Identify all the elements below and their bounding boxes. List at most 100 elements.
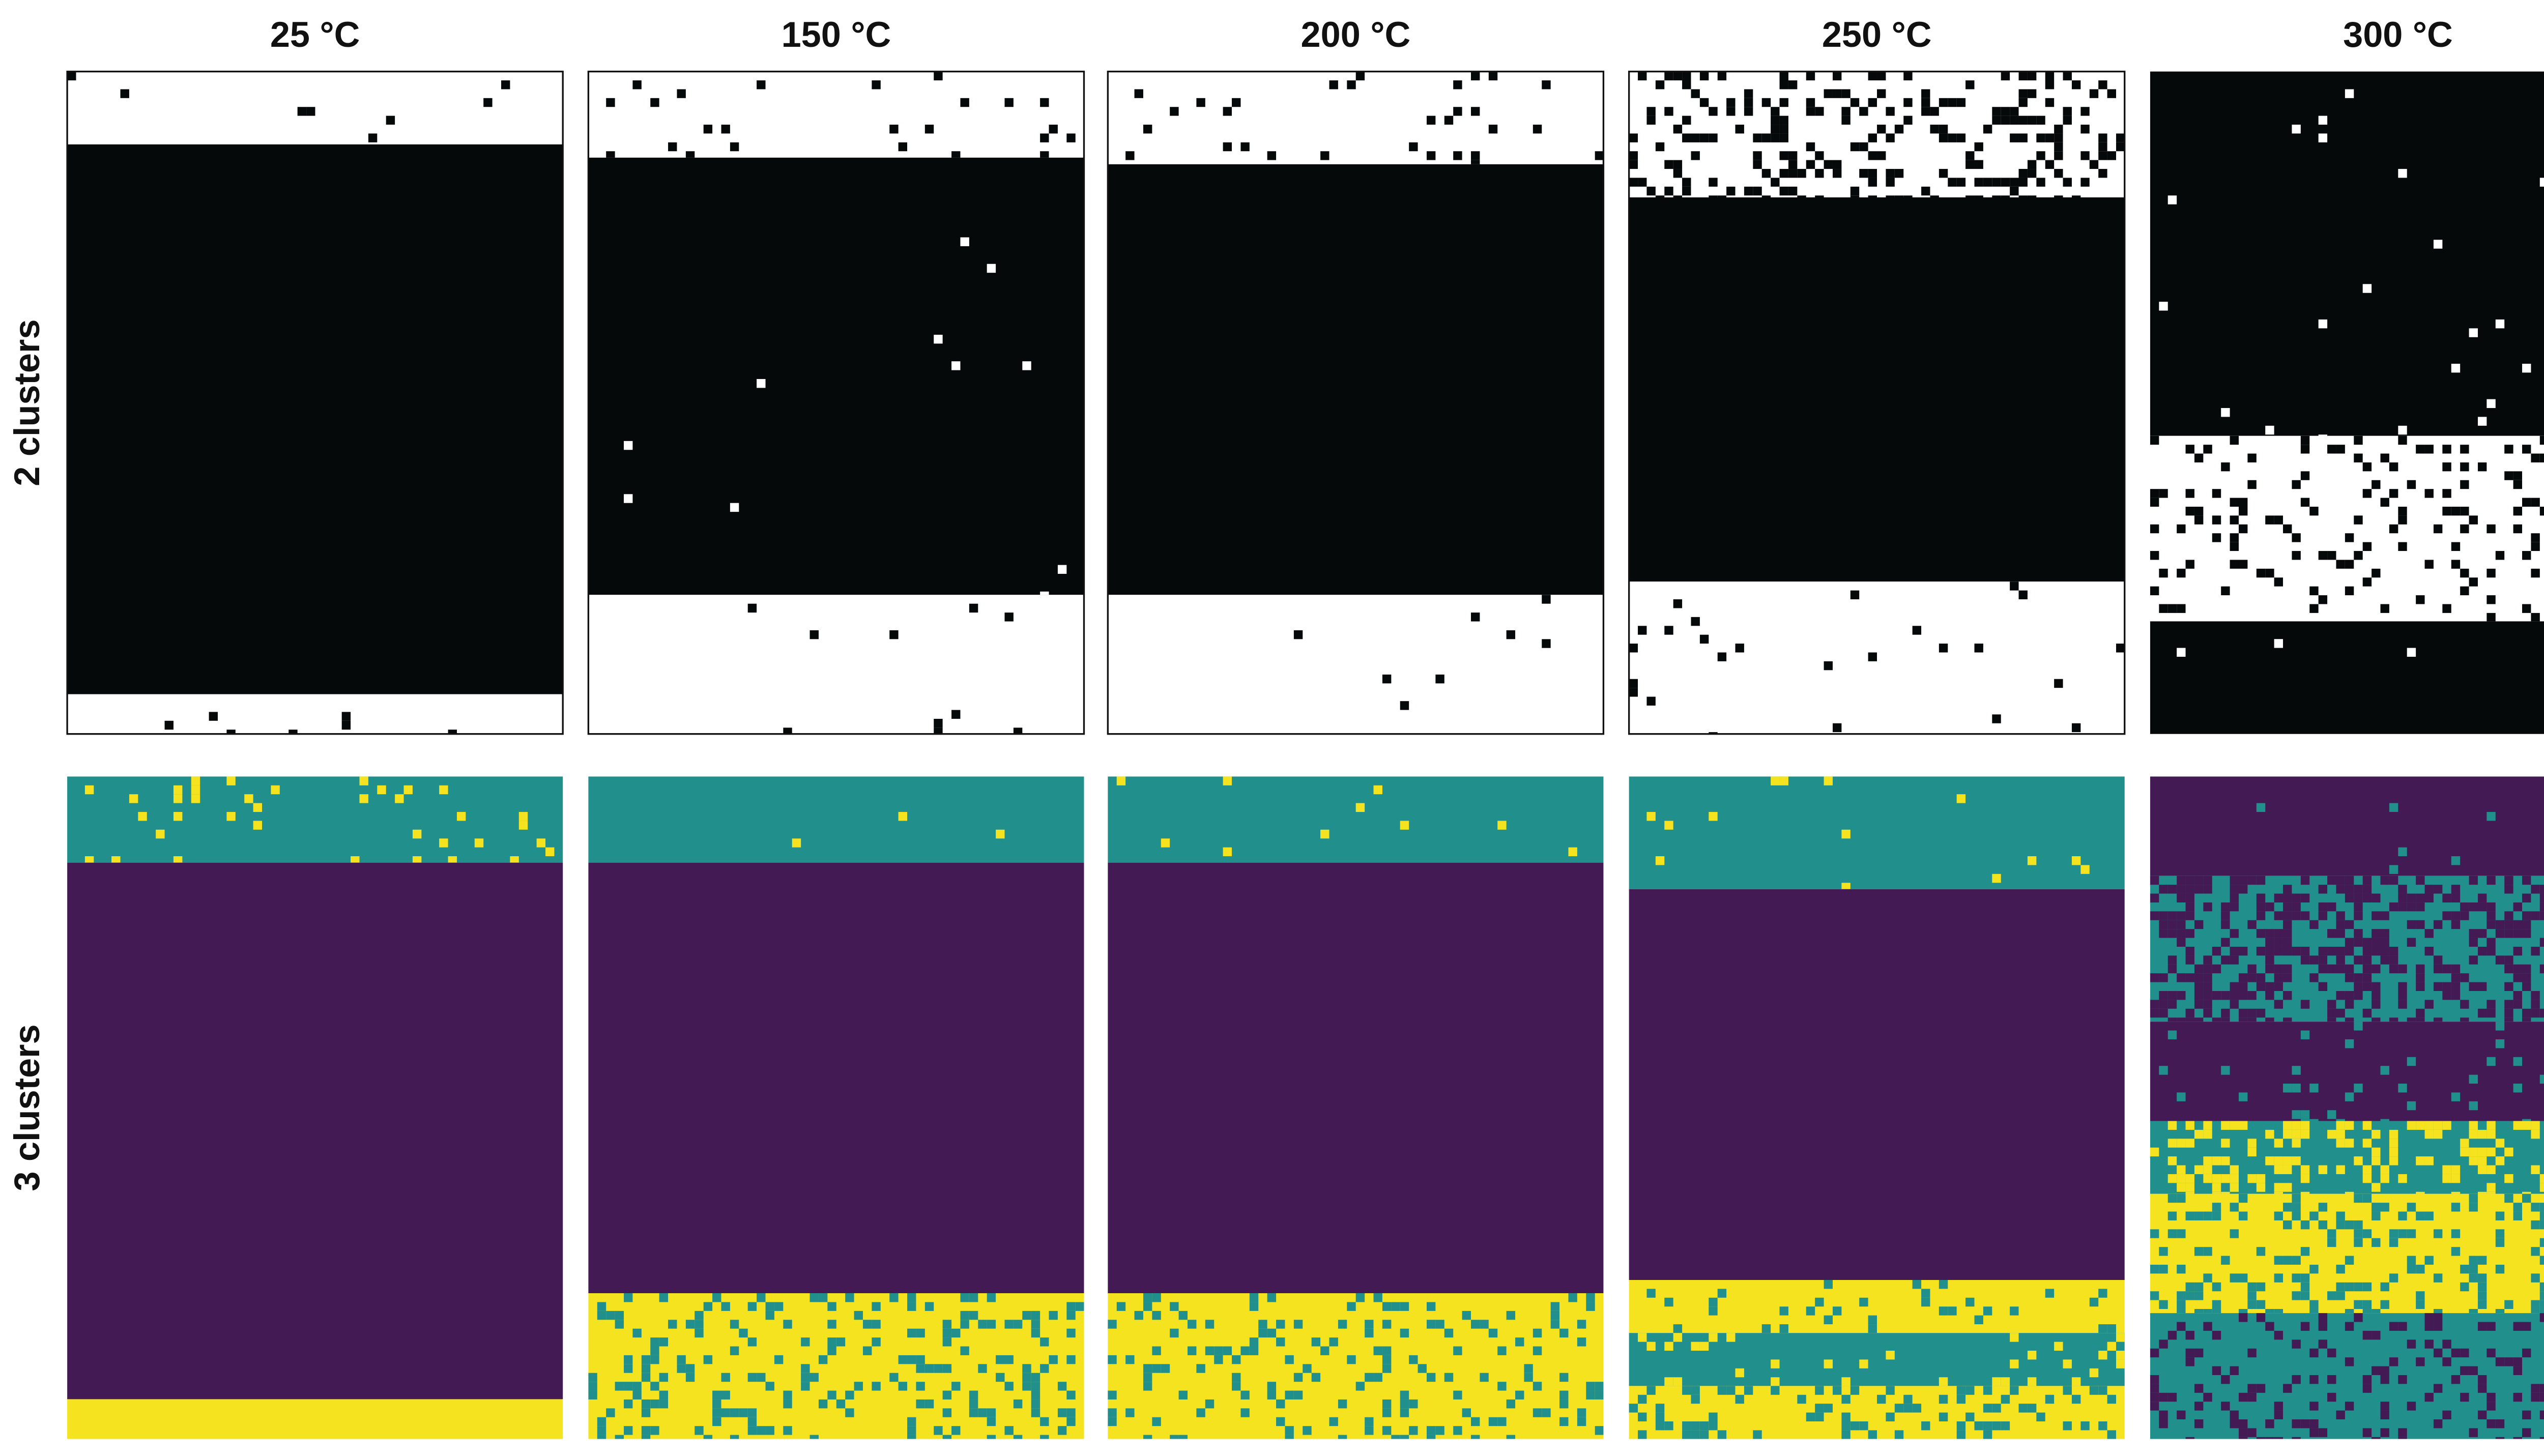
cluster-pixel — [969, 603, 978, 613]
cluster-pixel — [2247, 1291, 2257, 1300]
cluster-pixel — [2513, 1392, 2522, 1402]
cluster-pixel — [2380, 1165, 2389, 1174]
cluster-pixel — [1921, 1421, 1930, 1431]
cluster-pixel — [2283, 1084, 2292, 1093]
cluster-pixel — [916, 1355, 925, 1364]
cluster-pixel — [2460, 1366, 2469, 1375]
cluster-pixel — [1453, 1390, 1462, 1400]
cluster-pixel — [1004, 1355, 1014, 1364]
cluster-pixel — [2274, 1330, 2283, 1340]
column-title: 300 °C — [2343, 14, 2453, 54]
cluster-pixel — [2362, 964, 2372, 974]
cluster-pixel — [2451, 920, 2461, 929]
cluster-pixel — [1735, 125, 1744, 134]
cluster-pixel — [1049, 1355, 1058, 1364]
cluster-pixel — [969, 1293, 978, 1302]
cluster-pixel — [2185, 1330, 2194, 1340]
cluster-pixel — [951, 361, 961, 370]
cluster-pixel — [1426, 151, 1436, 160]
cluster-pixel — [1471, 107, 1480, 116]
cluster-pixel — [2212, 1174, 2221, 1183]
cluster-region — [67, 776, 563, 863]
cluster-pixel — [1832, 1386, 1842, 1395]
cluster-pixel — [2416, 1008, 2425, 1018]
cluster-pixel — [1771, 125, 1780, 134]
cluster-pixel — [2221, 408, 2230, 417]
cluster-pixel — [1595, 1382, 1604, 1391]
cluster-pixel — [1877, 125, 1886, 134]
cluster-pixel — [2522, 1191, 2531, 1194]
cluster-pixel — [2292, 1121, 2301, 1130]
cluster-pixel — [2531, 613, 2540, 622]
cluster-pixel — [1577, 1320, 1586, 1329]
cluster-pixel — [2345, 1092, 2354, 1101]
cluster-pixel — [2469, 1121, 2478, 1130]
cluster-pixel — [2539, 1309, 2544, 1314]
cluster-pixel — [2327, 1291, 2336, 1300]
cluster-pixel — [1303, 1364, 1312, 1373]
cluster-pixel — [659, 1390, 669, 1400]
cluster-pixel — [2300, 1322, 2310, 1331]
cluster-pixel — [872, 1337, 881, 1347]
cluster-pixel — [1673, 599, 1683, 608]
cluster-pixel — [2327, 902, 2336, 912]
cluster-pixel — [2300, 498, 2310, 507]
cluster-pixel — [2089, 1297, 2099, 1307]
cluster-pixel — [1771, 133, 1780, 142]
cluster-pixel — [2362, 1384, 2372, 1393]
cluster-pixel — [1152, 1311, 1161, 1320]
cluster-pixel — [2185, 1291, 2194, 1300]
cluster-pixel — [1187, 1320, 1197, 1329]
cluster-pixel — [2107, 1324, 2116, 1333]
cluster-pixel — [2460, 1282, 2469, 1292]
cluster-pixel — [1655, 856, 1665, 865]
cluster-pixel — [2045, 80, 2055, 90]
cluster-pixel — [2495, 1156, 2505, 1166]
cluster-pixel — [2027, 195, 2037, 197]
cluster-pixel — [2107, 151, 2116, 160]
cluster-pixel — [2539, 453, 2544, 462]
cluster-pixel — [2167, 1392, 2177, 1402]
cluster-pixel — [1930, 125, 1939, 134]
cluster-pixel — [2539, 1238, 2544, 1247]
cluster-pixel — [2495, 1264, 2505, 1274]
cluster-pixel — [1717, 1430, 1727, 1439]
cluster-pixel — [2107, 1342, 2116, 1351]
cluster-pixel — [2098, 80, 2107, 90]
cluster-pixel — [2389, 946, 2398, 956]
cluster-pixel — [2265, 1437, 2274, 1439]
cluster-pixel — [2265, 1129, 2274, 1139]
cluster-pixel — [1965, 1412, 1975, 1421]
cluster-pixel — [2274, 1309, 2283, 1314]
cluster-pixel — [2283, 1203, 2292, 1212]
cluster-pixel — [2336, 1211, 2345, 1220]
cluster-pixel — [2194, 991, 2204, 1000]
cluster-pixel — [2318, 551, 2328, 560]
cluster-pixel — [1771, 776, 1780, 785]
cluster-pixel — [2372, 1203, 2381, 1212]
cluster-pixel — [1691, 133, 1700, 142]
cluster-pixel — [1550, 1302, 1560, 1311]
cluster-pixel — [2247, 973, 2257, 982]
cluster-pixel — [2098, 151, 2107, 160]
cluster-pixel — [2150, 1008, 2159, 1018]
cluster-pixel — [2522, 973, 2531, 982]
cluster-pixel — [2274, 1000, 2283, 1009]
cluster-pixel — [2300, 946, 2310, 956]
cluster-pixel — [2513, 929, 2522, 938]
cluster-pixel — [1921, 1297, 1930, 1307]
cluster-pixel — [2274, 1256, 2283, 1265]
cluster-region — [1108, 776, 1604, 863]
cluster-pixel — [2416, 1191, 2425, 1194]
cluster-pixel — [1761, 1324, 1771, 1333]
cluster-pixel — [801, 1364, 810, 1373]
cluster-pixel — [2460, 1147, 2469, 1157]
cluster-pixel — [1948, 133, 1957, 142]
cluster-pixel — [209, 712, 218, 721]
cluster-pixel — [2389, 1139, 2398, 1148]
cluster-pixel — [2177, 911, 2186, 920]
cluster-pixel — [2318, 1203, 2328, 1212]
cluster-pixel — [2230, 876, 2239, 885]
cluster-pixel — [1655, 1421, 1665, 1431]
cluster-pixel — [668, 142, 677, 152]
